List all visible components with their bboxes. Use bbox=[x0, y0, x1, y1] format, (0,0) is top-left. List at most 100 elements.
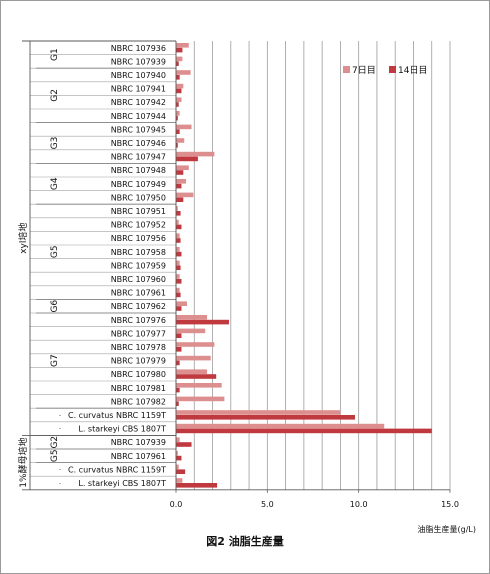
bar-7day-nbrc-107960 bbox=[176, 274, 180, 279]
category-label: NBRC 107951 bbox=[111, 207, 166, 216]
bar-7day-nbrc-107947 bbox=[176, 151, 215, 157]
bar-7day-nbrc-107952 bbox=[176, 219, 179, 225]
bar-14day-nbrc-107947 bbox=[176, 156, 198, 162]
bar-7day-c-curvatus-nbrc-1159t bbox=[176, 464, 179, 470]
bar-14day-nbrc-107950 bbox=[176, 197, 184, 202]
category-label: NBRC 107961 bbox=[111, 452, 166, 461]
bar-7day-nbrc-107941 bbox=[176, 83, 184, 89]
bar-14day-c-curvatus-nbrc-1159t bbox=[176, 415, 356, 420]
bar-7day-nbrc-107948 bbox=[176, 165, 189, 170]
x-axis-label: 油脂生産量(g/L) bbox=[418, 524, 476, 534]
bar-14day-nbrc-107946 bbox=[176, 143, 178, 148]
bar-14day-nbrc-107962 bbox=[176, 306, 182, 311]
bar-14day-l-starkeyi-cbs-1807t bbox=[176, 483, 218, 488]
category-label: NBRC 107956 bbox=[111, 234, 166, 243]
bar-7day-nbrc-107939 bbox=[176, 437, 180, 442]
bar-7day-nbrc-107976 bbox=[176, 315, 208, 320]
bar-14day-c-curvatus-nbrc-1159t bbox=[176, 469, 186, 474]
subgroup-label-g4: G4 bbox=[50, 177, 60, 190]
category-label: NBRC 107958 bbox=[111, 248, 166, 257]
bar-14day-l-starkeyi-cbs-1807t bbox=[176, 428, 432, 434]
bar-7day-nbrc-107981 bbox=[176, 383, 222, 388]
no-group-mark: - bbox=[59, 412, 61, 419]
bar-14day-nbrc-107978 bbox=[176, 347, 182, 352]
bar-14day-nbrc-107948 bbox=[176, 170, 184, 175]
bar-7day-nbrc-107951 bbox=[176, 206, 178, 211]
bar-14day-nbrc-107982 bbox=[176, 401, 179, 406]
category-label: NBRC 107936 bbox=[111, 44, 166, 53]
category-label: NBRC 107960 bbox=[111, 275, 166, 284]
bar-14day-nbrc-107949 bbox=[176, 183, 182, 189]
category-label: NBRC 107978 bbox=[111, 343, 166, 352]
x-tick-label: 5.0 bbox=[261, 500, 274, 509]
bar-14day-nbrc-107961 bbox=[176, 292, 181, 298]
bar-14day-nbrc-107939 bbox=[176, 442, 192, 447]
category-label: C. curvatus NBRC 1159T bbox=[68, 465, 166, 474]
bar-7day-nbrc-107939 bbox=[176, 56, 183, 62]
category-label: NBRC 107944 bbox=[111, 112, 166, 121]
legend-swatch-7day bbox=[343, 66, 350, 73]
category-label: NBRC 107949 bbox=[111, 180, 166, 189]
bar-7day-nbrc-107949 bbox=[176, 179, 187, 184]
category-label: NBRC 107939 bbox=[111, 438, 166, 447]
bar-14day-nbrc-107959 bbox=[176, 265, 181, 270]
category-label: L. starkeyi CBS 1807T bbox=[78, 425, 166, 434]
bar-7day-c-curvatus-nbrc-1159t bbox=[176, 410, 341, 415]
bar-7day-l-starkeyi-cbs-1807t bbox=[176, 478, 183, 483]
x-tick-label: 10.0 bbox=[350, 500, 368, 509]
bar-14day-nbrc-107941 bbox=[176, 88, 182, 94]
legend-swatch-14day bbox=[389, 66, 396, 73]
subgroup-label-g6: G6 bbox=[50, 300, 60, 313]
x-tick-label: 0.0 bbox=[170, 500, 183, 509]
bar-14day-nbrc-107979 bbox=[176, 360, 180, 366]
category-label: NBRC 107952 bbox=[111, 221, 166, 230]
category-label: NBRC 107982 bbox=[111, 397, 166, 406]
bar-14day-nbrc-107980 bbox=[176, 374, 217, 379]
subgroup-label-g2: G2 bbox=[50, 436, 60, 449]
subgroup-label-g3: G3 bbox=[50, 137, 60, 150]
category-label: NBRC 107947 bbox=[111, 153, 166, 162]
bar-7day-nbrc-107956 bbox=[176, 233, 180, 238]
bar-14day-nbrc-107960 bbox=[176, 279, 182, 284]
bar-14day-nbrc-107940 bbox=[176, 75, 180, 80]
category-label: NBRC 107945 bbox=[111, 125, 166, 134]
bar-14day-nbrc-107942 bbox=[176, 102, 179, 107]
bar-14day-nbrc-107944 bbox=[176, 115, 178, 121]
bar-14day-nbrc-107981 bbox=[176, 387, 180, 393]
x-tick-label: 15.0 bbox=[441, 500, 459, 509]
no-group-mark: - bbox=[59, 426, 61, 433]
bar-7day-nbrc-107942 bbox=[176, 97, 182, 102]
bar-7day-nbrc-107977 bbox=[176, 328, 206, 334]
bar-7day-nbrc-107962 bbox=[176, 301, 187, 306]
bar-7day-nbrc-107944 bbox=[176, 111, 180, 116]
category-label: L. starkeyi CBS 1807T bbox=[78, 479, 166, 488]
category-label: NBRC 107942 bbox=[111, 98, 166, 107]
category-label: NBRC 107962 bbox=[111, 302, 166, 311]
bar-14day-nbrc-107952 bbox=[176, 224, 182, 230]
bar-7day-nbrc-107980 bbox=[176, 369, 208, 374]
category-label: NBRC 107959 bbox=[111, 261, 166, 270]
bar-7day-nbrc-107936 bbox=[176, 43, 189, 48]
category-label: NBRC 107946 bbox=[111, 139, 166, 148]
bar-14day-nbrc-107936 bbox=[176, 47, 183, 53]
bar-14day-nbrc-107977 bbox=[176, 333, 182, 338]
category-label: NBRC 107976 bbox=[111, 316, 166, 325]
category-label: NBRC 107979 bbox=[111, 357, 166, 366]
category-label: NBRC 107950 bbox=[111, 193, 166, 202]
bar-7day-l-starkeyi-cbs-1807t bbox=[176, 423, 385, 429]
subgroup-label-g1: G1 bbox=[50, 48, 60, 61]
bar-7day-nbrc-107979 bbox=[176, 355, 211, 361]
subgroup-label-g2: G2 bbox=[50, 89, 60, 102]
bar-7day-nbrc-107946 bbox=[176, 138, 185, 143]
bar-7day-nbrc-107950 bbox=[176, 192, 194, 198]
bar-7day-nbrc-107945 bbox=[176, 124, 192, 130]
bar-14day-nbrc-107951 bbox=[176, 211, 181, 216]
bar-7day-nbrc-107982 bbox=[176, 396, 225, 402]
no-group-mark: - bbox=[59, 480, 61, 487]
category-label: NBRC 107981 bbox=[111, 384, 166, 393]
category-label: NBRC 107980 bbox=[111, 370, 166, 379]
bar-7day-nbrc-107958 bbox=[176, 247, 180, 252]
bar-14day-nbrc-107976 bbox=[176, 319, 229, 325]
bar-7day-nbrc-107978 bbox=[176, 342, 215, 347]
